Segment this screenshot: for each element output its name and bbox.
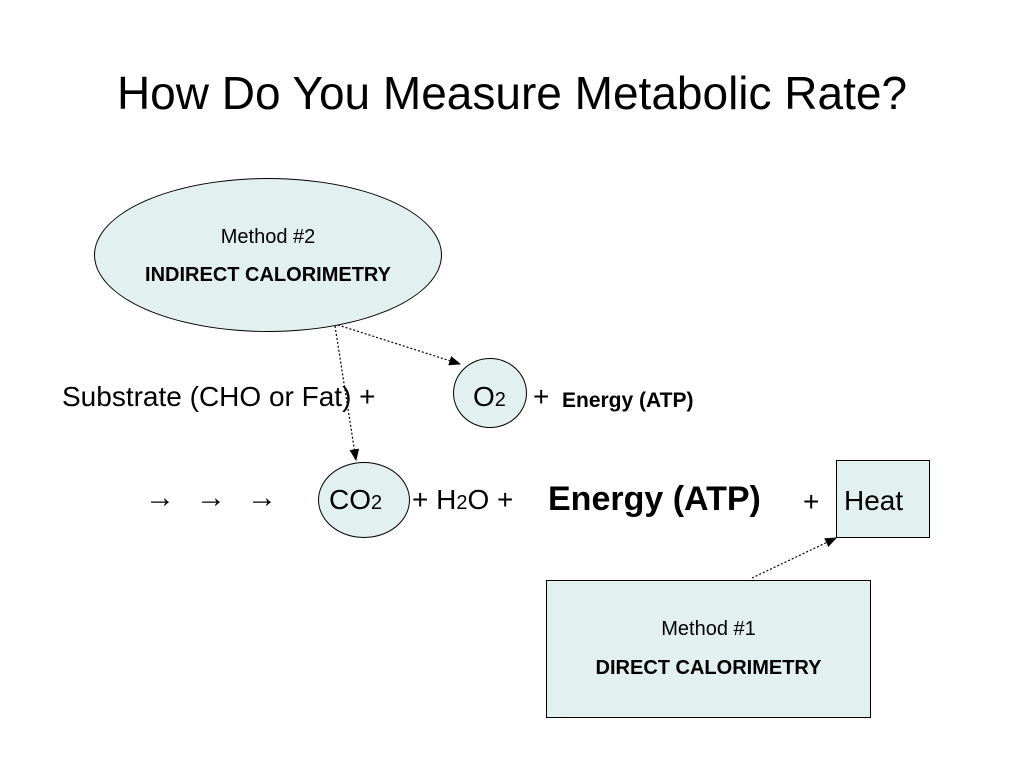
plus-sign: + xyxy=(533,381,550,412)
co2-formula: CO2 xyxy=(329,484,382,516)
co2-main: CO xyxy=(329,484,371,515)
co2-circle xyxy=(318,462,410,538)
plus-sign-2: + xyxy=(803,486,820,517)
energy-atp-input: Energy (ATP) xyxy=(562,389,694,412)
method-2-name: INDIRECT CALORIMETRY xyxy=(145,264,391,286)
heat-box xyxy=(836,460,930,538)
h2o-subscript: 2 xyxy=(456,492,468,514)
energy-atp-output: Energy (ATP) xyxy=(548,480,761,518)
method-2-ellipse xyxy=(94,178,442,332)
co2-subscript: 2 xyxy=(371,492,383,514)
method-1-name: DIRECT CALORIMETRY xyxy=(595,657,822,679)
arrow-method2-to-o2 xyxy=(337,324,462,366)
arrow-method1-to-heat xyxy=(751,537,838,579)
plus-h: + H xyxy=(412,484,457,515)
heat-text: Heat xyxy=(844,485,904,516)
arrow-1: → xyxy=(145,481,175,514)
h2o-formula: + H2O + xyxy=(412,484,513,516)
o2-main: O xyxy=(473,381,495,412)
method-1-box xyxy=(546,580,871,718)
h2o-tail: O + xyxy=(467,484,514,515)
arrow-method2-to-co2 xyxy=(334,325,360,462)
arrow-2: → xyxy=(196,481,226,514)
o2-circle xyxy=(453,358,527,428)
arrow-3: → xyxy=(247,481,277,514)
method-2-label: Method #2 xyxy=(220,226,316,248)
method-1-label: Method #1 xyxy=(661,618,756,640)
o2-formula: O2 xyxy=(473,381,506,413)
slide-title: How Do You Measure Metabolic Rate? xyxy=(116,67,908,119)
o2-subscript: 2 xyxy=(494,389,506,411)
substrate-text: Substrate (CHO or Fat) + xyxy=(62,381,376,412)
